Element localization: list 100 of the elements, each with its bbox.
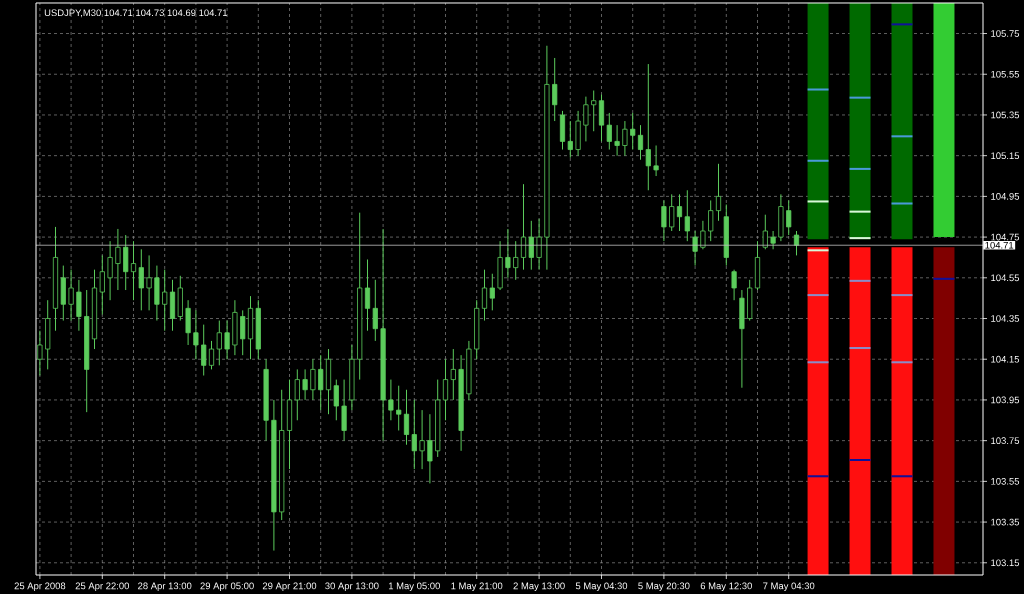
candlestick [224,320,230,360]
x-tick-label: 25 Apr 2008 [14,582,66,592]
x-tick-label: 2 May 13:00 [513,582,565,592]
candlestick [419,409,425,470]
candlestick [692,230,698,267]
ref-line-label: 104.71 [985,241,1014,249]
candlestick [793,230,800,256]
candlestick [162,269,168,332]
candlestick [661,199,667,242]
candlestick [591,90,597,132]
bar [849,3,871,240]
bar [891,3,913,240]
candlestick [396,385,402,431]
bar [891,247,913,575]
x-tick-label: 5 May 04:30 [575,582,628,592]
candlestick [193,309,199,360]
candlestick [318,354,324,411]
candlestick [216,320,222,366]
candlestick [583,96,589,142]
y-tick-label: 103.95 [991,396,1020,404]
candlestick [552,57,558,122]
candlestick [37,330,43,377]
candlestick [606,112,612,151]
candlestick [310,358,316,401]
bar [891,361,913,364]
bar [807,3,829,240]
y-tick-label: 104.55 [991,274,1020,282]
y-tick-label: 104.95 [991,193,1020,200]
candlestick [138,248,144,311]
candlestick [715,163,722,222]
y-tick-label: 105.35 [991,111,1020,119]
candlestick [294,368,300,421]
bar [849,279,871,282]
candlestick [427,413,433,484]
candlestick [528,220,534,271]
candlestick [786,199,792,236]
bar [807,88,829,91]
candlestick [411,399,417,470]
bar [891,294,913,297]
candlestick [107,240,113,301]
candlestick [630,112,636,151]
bar [891,135,913,138]
x-tick-label: 29 Apr 05:00 [200,582,254,592]
candlestick [614,124,620,157]
x-tick-label: 30 Apr 13:00 [325,582,379,592]
bar [807,249,829,252]
y-tick-label: 104.15 [991,355,1020,363]
candlestick [208,340,215,370]
bar [807,475,829,478]
candlestick [536,218,542,271]
bar [849,458,871,462]
x-tick-label: 1 May 21:00 [451,582,503,592]
candlestick [676,193,683,232]
x-tick-label: 6 May 12:30 [700,582,752,592]
bar [849,167,871,170]
candlestick [201,324,207,377]
candlestick [513,240,519,281]
candlestick [645,63,651,191]
candlestick [770,230,776,250]
y-tick-label: 105.15 [991,152,1020,160]
candlestick [364,258,371,332]
y-tick-label: 104.75 [991,233,1020,241]
y-tick-label: 103.35 [991,518,1020,526]
bar [933,277,955,280]
candlestick [567,120,573,159]
bar [849,347,871,350]
bar [891,475,913,478]
bar [933,247,955,575]
candlestick [731,269,737,301]
text: USDJPY,M30 104.71 104.73 104.69 104.71 [44,9,228,18]
candlestick [700,220,706,250]
y-tick-label: 105.55 [991,70,1020,78]
bar [807,200,829,203]
bar [807,247,829,575]
candlestick [115,228,121,291]
bar [807,361,829,364]
bar [891,23,913,26]
candlestick [520,183,527,271]
candlestick [302,368,308,401]
y-tick-label: 103.55 [991,478,1020,485]
candlestick [372,279,378,342]
candlestick [450,348,456,401]
candlestick [684,189,690,242]
candlestick [130,240,137,301]
candlestick [388,379,394,421]
bar [807,159,829,162]
bar [807,294,829,297]
bar [849,96,871,99]
candlestick [403,389,410,446]
candlestick [442,358,449,421]
candlestick [505,228,511,279]
y-tick-label: 105.75 [991,30,1020,37]
candlestick [146,254,152,311]
candlestick [489,273,495,311]
candlestick [653,144,659,177]
x-tick-label: 1 May 05:00 [388,582,440,592]
candlestick [333,379,339,421]
candlestick [637,124,644,161]
candlestick [240,309,246,356]
candlestick [622,120,628,157]
